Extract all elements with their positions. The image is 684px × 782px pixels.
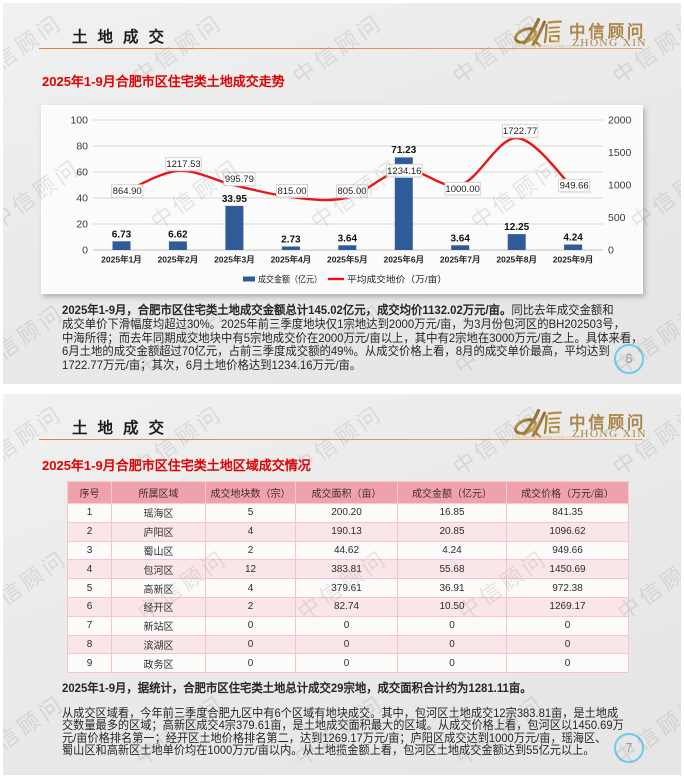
svg-text:2025年4月: 2025年4月 bbox=[271, 255, 312, 265]
svg-text:995.79: 995.79 bbox=[225, 174, 254, 185]
svg-text:6.62: 6.62 bbox=[168, 229, 188, 240]
svg-text:1000.00: 1000.00 bbox=[445, 184, 479, 195]
svg-text:1500: 1500 bbox=[608, 147, 632, 159]
svg-text:ZHONGXIN CONSULTING CO.,LTD: ZHONGXIN CONSULTING CO.,LTD bbox=[515, 45, 583, 49]
svg-text:500: 500 bbox=[608, 212, 626, 224]
svg-text:2.73: 2.73 bbox=[281, 235, 301, 246]
svg-text:0: 0 bbox=[82, 245, 88, 257]
svg-text:1000: 1000 bbox=[608, 180, 632, 192]
svg-text:949.66: 949.66 bbox=[560, 181, 589, 192]
svg-text:2025年2月: 2025年2月 bbox=[158, 255, 199, 265]
svg-text:3.64: 3.64 bbox=[450, 233, 470, 244]
svg-text:815.00: 815.00 bbox=[277, 186, 306, 197]
svg-text:805.00: 805.00 bbox=[337, 186, 366, 197]
svg-text:4.24: 4.24 bbox=[563, 233, 583, 244]
svg-text:2025年3月: 2025年3月 bbox=[214, 255, 255, 265]
svg-text:1722.77: 1722.77 bbox=[503, 126, 537, 137]
svg-text:2000: 2000 bbox=[608, 115, 632, 127]
svg-text:3.64: 3.64 bbox=[338, 233, 358, 244]
svg-text:12.25: 12.25 bbox=[504, 222, 529, 233]
svg-text:成交金额（亿元）: 成交金额（亿元） bbox=[258, 274, 322, 285]
svg-text:71.23: 71.23 bbox=[391, 145, 416, 156]
svg-text:ZHONGXIN CONSULTING CO.,LTD: ZHONGXIN CONSULTING CO.,LTD bbox=[515, 436, 583, 440]
svg-text:2025年1月: 2025年1月 bbox=[101, 255, 142, 265]
svg-text:2025年7月: 2025年7月 bbox=[440, 255, 481, 265]
svg-text:平均成交地价（万/亩）: 平均成交地价（万/亩） bbox=[347, 274, 447, 285]
svg-text:6.73: 6.73 bbox=[112, 229, 132, 240]
svg-text:1217.53: 1217.53 bbox=[166, 159, 200, 170]
svg-text:2025年9月: 2025年9月 bbox=[553, 255, 594, 265]
svg-text:40: 40 bbox=[76, 193, 88, 205]
svg-text:100: 100 bbox=[70, 115, 88, 127]
svg-text:2025年6月: 2025年6月 bbox=[383, 255, 424, 265]
svg-text:1234.16: 1234.16 bbox=[387, 166, 421, 177]
svg-text:2025年5月: 2025年5月 bbox=[327, 255, 368, 265]
svg-text:864.90: 864.90 bbox=[113, 186, 142, 197]
svg-text:60: 60 bbox=[76, 167, 88, 179]
svg-text:20: 20 bbox=[76, 219, 88, 231]
svg-text:2025年8月: 2025年8月 bbox=[496, 255, 537, 265]
svg-text:0: 0 bbox=[608, 245, 614, 257]
svg-text:80: 80 bbox=[76, 141, 88, 153]
svg-text:33.95: 33.95 bbox=[222, 194, 247, 205]
